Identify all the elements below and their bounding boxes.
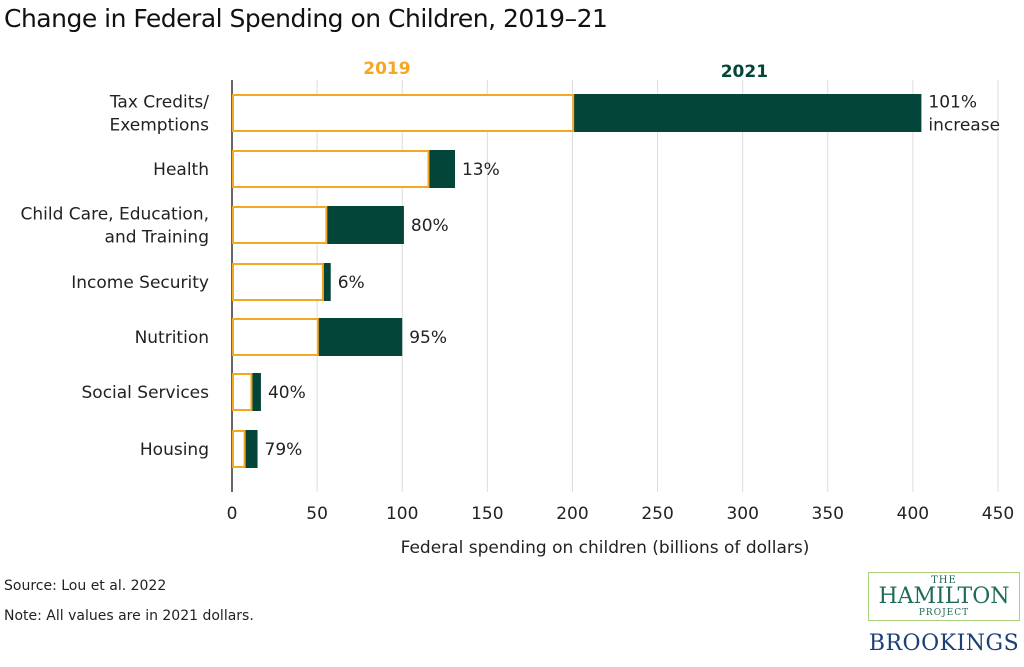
- data-label: 13%: [462, 160, 500, 180]
- x-axis-label: Federal spending on children (billions o…: [401, 538, 810, 558]
- x-tick-label: 100: [386, 504, 418, 524]
- logo-project: PROJECT: [918, 608, 970, 618]
- data-label: 80%: [411, 216, 449, 236]
- bar-2019: [232, 430, 246, 468]
- bar-2019: [232, 373, 253, 411]
- hamilton-project-logo: THE HAMILTON PROJECT: [868, 572, 1020, 621]
- x-tick-label: 300: [726, 504, 758, 524]
- category-label: Child Care, Education,: [21, 205, 210, 225]
- category-label: Health: [153, 160, 209, 180]
- category-label: Nutrition: [135, 328, 209, 348]
- data-label: 95%: [409, 328, 447, 348]
- x-tick-label: 0: [227, 504, 238, 524]
- category-label: Exemptions: [109, 116, 209, 136]
- source-note: Source: Lou et al. 2022: [4, 578, 167, 594]
- logo-the: THE: [931, 575, 957, 586]
- x-tick-label: 250: [641, 504, 673, 524]
- data-label: 40%: [268, 383, 306, 403]
- values-note: Note: All values are in 2021 dollars.: [4, 608, 254, 624]
- brookings-logo: BROOKINGS: [868, 631, 1020, 656]
- x-tick-label: 150: [471, 504, 503, 524]
- data-label: 79%: [265, 440, 303, 460]
- logo-hamilton: HAMILTON: [878, 584, 1010, 609]
- data-label: 6%: [338, 273, 365, 293]
- category-label: Income Security: [71, 273, 209, 293]
- chart-title: Change in Federal Spending on Children, …: [4, 4, 608, 33]
- bar-2019: [232, 318, 319, 356]
- data-label: increase: [928, 116, 1000, 136]
- bar-2019: [232, 263, 324, 301]
- x-tick-label: 450: [982, 504, 1014, 524]
- legend-2019: 2019: [363, 59, 410, 79]
- category-label: and Training: [105, 228, 209, 248]
- category-label: Tax Credits/: [109, 93, 209, 113]
- x-tick-label: 200: [556, 504, 588, 524]
- category-label: Housing: [140, 440, 209, 460]
- bar-2019: [232, 94, 575, 132]
- bar-2019: [232, 150, 430, 188]
- x-tick-label: 350: [812, 504, 844, 524]
- bar-2019: [232, 206, 328, 244]
- legend-2021: 2021: [721, 62, 768, 82]
- logo: THE HAMILTON PROJECT BROOKINGS: [868, 572, 1020, 656]
- x-tick-label: 400: [897, 504, 929, 524]
- data-label: 101%: [928, 93, 977, 113]
- x-tick-label: 50: [306, 504, 328, 524]
- category-label: Social Services: [82, 383, 210, 403]
